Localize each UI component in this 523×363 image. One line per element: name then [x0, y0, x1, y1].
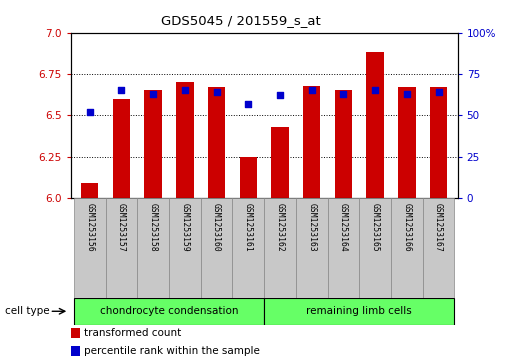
Bar	[271, 127, 289, 198]
Text: GSM1253163: GSM1253163	[307, 203, 316, 252]
Bar	[264, 298, 454, 325]
Text: GSM1253156: GSM1253156	[85, 203, 94, 252]
Text: GSM1253165: GSM1253165	[371, 203, 380, 252]
Text: GSM1253159: GSM1253159	[180, 203, 189, 252]
Point	[371, 87, 379, 93]
Text: GSM1253167: GSM1253167	[434, 203, 443, 252]
Point	[339, 91, 348, 97]
Text: GSM1253157: GSM1253157	[117, 203, 126, 252]
Bar	[327, 198, 359, 298]
Bar	[430, 87, 447, 198]
Text: GDS5045 / 201559_s_at: GDS5045 / 201559_s_at	[161, 15, 321, 28]
Text: cell type: cell type	[5, 306, 50, 316]
Bar	[264, 198, 296, 298]
Bar	[335, 90, 352, 198]
Point	[244, 101, 253, 107]
Text: GSM1253160: GSM1253160	[212, 203, 221, 252]
Bar	[71, 346, 81, 356]
Bar	[74, 298, 264, 325]
Text: GSM1253161: GSM1253161	[244, 203, 253, 252]
Point	[435, 89, 443, 95]
Point	[308, 87, 316, 93]
Bar	[74, 198, 106, 298]
Point	[149, 91, 157, 97]
Text: transformed count: transformed count	[84, 328, 181, 338]
Point	[85, 109, 94, 115]
Bar	[208, 87, 225, 198]
Text: GSM1253166: GSM1253166	[402, 203, 412, 252]
Bar	[398, 87, 416, 198]
Bar	[391, 198, 423, 298]
Bar	[303, 86, 321, 198]
Point	[117, 87, 126, 93]
Bar	[106, 198, 137, 298]
Bar	[367, 53, 384, 198]
Bar	[423, 198, 454, 298]
Text: GSM1253162: GSM1253162	[276, 203, 285, 252]
Bar	[201, 198, 232, 298]
Bar	[169, 198, 201, 298]
Bar	[359, 198, 391, 298]
Bar	[296, 198, 327, 298]
Bar	[144, 90, 162, 198]
Bar	[81, 183, 98, 198]
Bar	[240, 156, 257, 198]
Text: GSM1253158: GSM1253158	[149, 203, 157, 252]
Text: chondrocyte condensation: chondrocyte condensation	[100, 306, 238, 316]
Point	[212, 89, 221, 95]
Bar	[71, 328, 81, 338]
Text: GSM1253164: GSM1253164	[339, 203, 348, 252]
Bar	[112, 99, 130, 198]
Point	[180, 87, 189, 93]
Bar	[176, 82, 194, 198]
Text: remaining limb cells: remaining limb cells	[306, 306, 412, 316]
Bar	[232, 198, 264, 298]
Text: percentile rank within the sample: percentile rank within the sample	[84, 346, 260, 356]
Bar	[137, 198, 169, 298]
Point	[403, 91, 411, 97]
Point	[276, 93, 284, 98]
